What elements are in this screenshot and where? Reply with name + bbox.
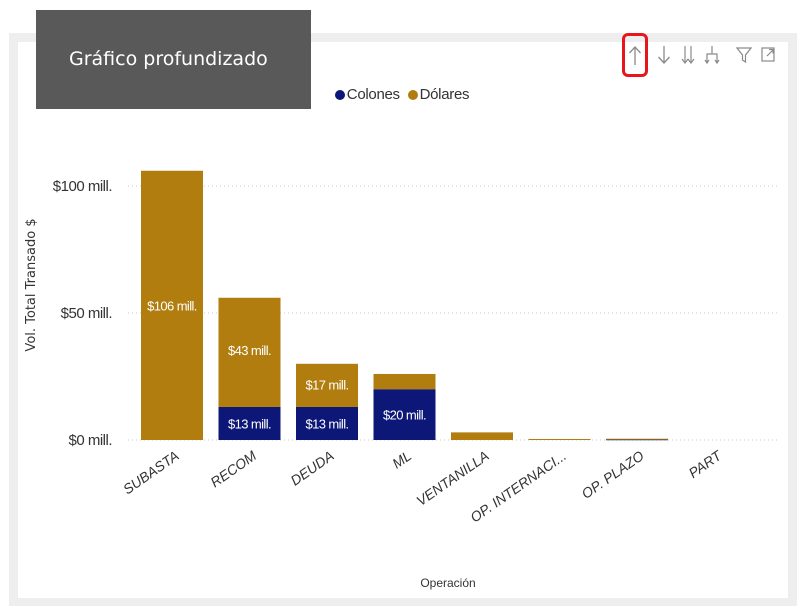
- data-label-1-2: $17 mill.: [305, 378, 348, 393]
- legend-swatch-colones: [334, 89, 345, 100]
- legend-swatch-dolares: [407, 89, 418, 100]
- x-tick-label-3: ML: [389, 447, 414, 471]
- focus-mode-button[interactable]: [758, 41, 778, 69]
- bar-dlares-1: [218, 297, 281, 407]
- bar-dlares-2: [296, 363, 358, 407]
- visual-title-banner: Gráfico profundizado: [36, 10, 311, 109]
- bar-dlares-3: [373, 373, 436, 390]
- data-label-1-1: $43 mill.: [228, 343, 271, 358]
- x-axis-title: Operación: [420, 576, 475, 590]
- y-tick-label-0: $0 mill.: [68, 432, 112, 449]
- filter-button[interactable]: [734, 41, 754, 69]
- bar-dlares-4: [451, 432, 513, 440]
- bar-dlares-6: [606, 438, 668, 440]
- bar-colones-1: [218, 406, 281, 440]
- x-tick-label-4: VENTANILLA: [413, 447, 491, 509]
- y-tick-label-2: $100 mill.: [53, 178, 112, 195]
- data-label-1-0: $106 mill.: [147, 298, 197, 313]
- x-tick-label-6: OP. PLAZO: [578, 447, 646, 502]
- next-level-button[interactable]: [678, 41, 698, 69]
- y-tick-label-1: $50 mill.: [61, 305, 112, 322]
- x-tick-label-7: PART: [686, 447, 726, 482]
- fork-arrow-icon: [704, 46, 720, 65]
- x-tick-label-1: RECOM: [207, 447, 259, 490]
- legend-label-colones: Colones: [346, 86, 400, 103]
- drill-down-button[interactable]: [654, 41, 674, 69]
- data-label-0-2: $13 mill.: [305, 416, 348, 431]
- data-label-0-3: $20 mill.: [383, 408, 426, 423]
- chart-legend: Colones Dólares: [0, 86, 804, 104]
- bar-dlares-0: [141, 170, 203, 440]
- data-label-0-1: $13 mill.: [228, 416, 271, 431]
- focus-mode-icon: [761, 47, 775, 62]
- double-arrow-down-icon: [681, 46, 695, 64]
- bar-colones-6: [606, 439, 668, 441]
- bar-colones-3: [373, 389, 436, 440]
- x-tick-label-0: SUBASTA: [120, 447, 182, 497]
- legend-item-colones[interactable]: Colones: [334, 86, 400, 103]
- arrow-up-icon: [629, 46, 641, 65]
- legend-item-dolares[interactable]: Dólares: [407, 86, 470, 103]
- bar-colones-2: [296, 406, 358, 440]
- legend-label-dolares: Dólares: [419, 86, 470, 103]
- bar-dlares-5: [528, 438, 591, 440]
- expand-hierarchy-button[interactable]: [702, 41, 722, 69]
- filter-icon: [736, 47, 752, 64]
- y-axis-title: Vol. Total Transado $: [24, 218, 39, 351]
- visual-header-toolbar: [622, 33, 778, 77]
- drill-up-button[interactable]: [622, 33, 648, 77]
- arrow-down-icon: [658, 46, 670, 64]
- x-tick-label-2: DEUDA: [287, 447, 336, 488]
